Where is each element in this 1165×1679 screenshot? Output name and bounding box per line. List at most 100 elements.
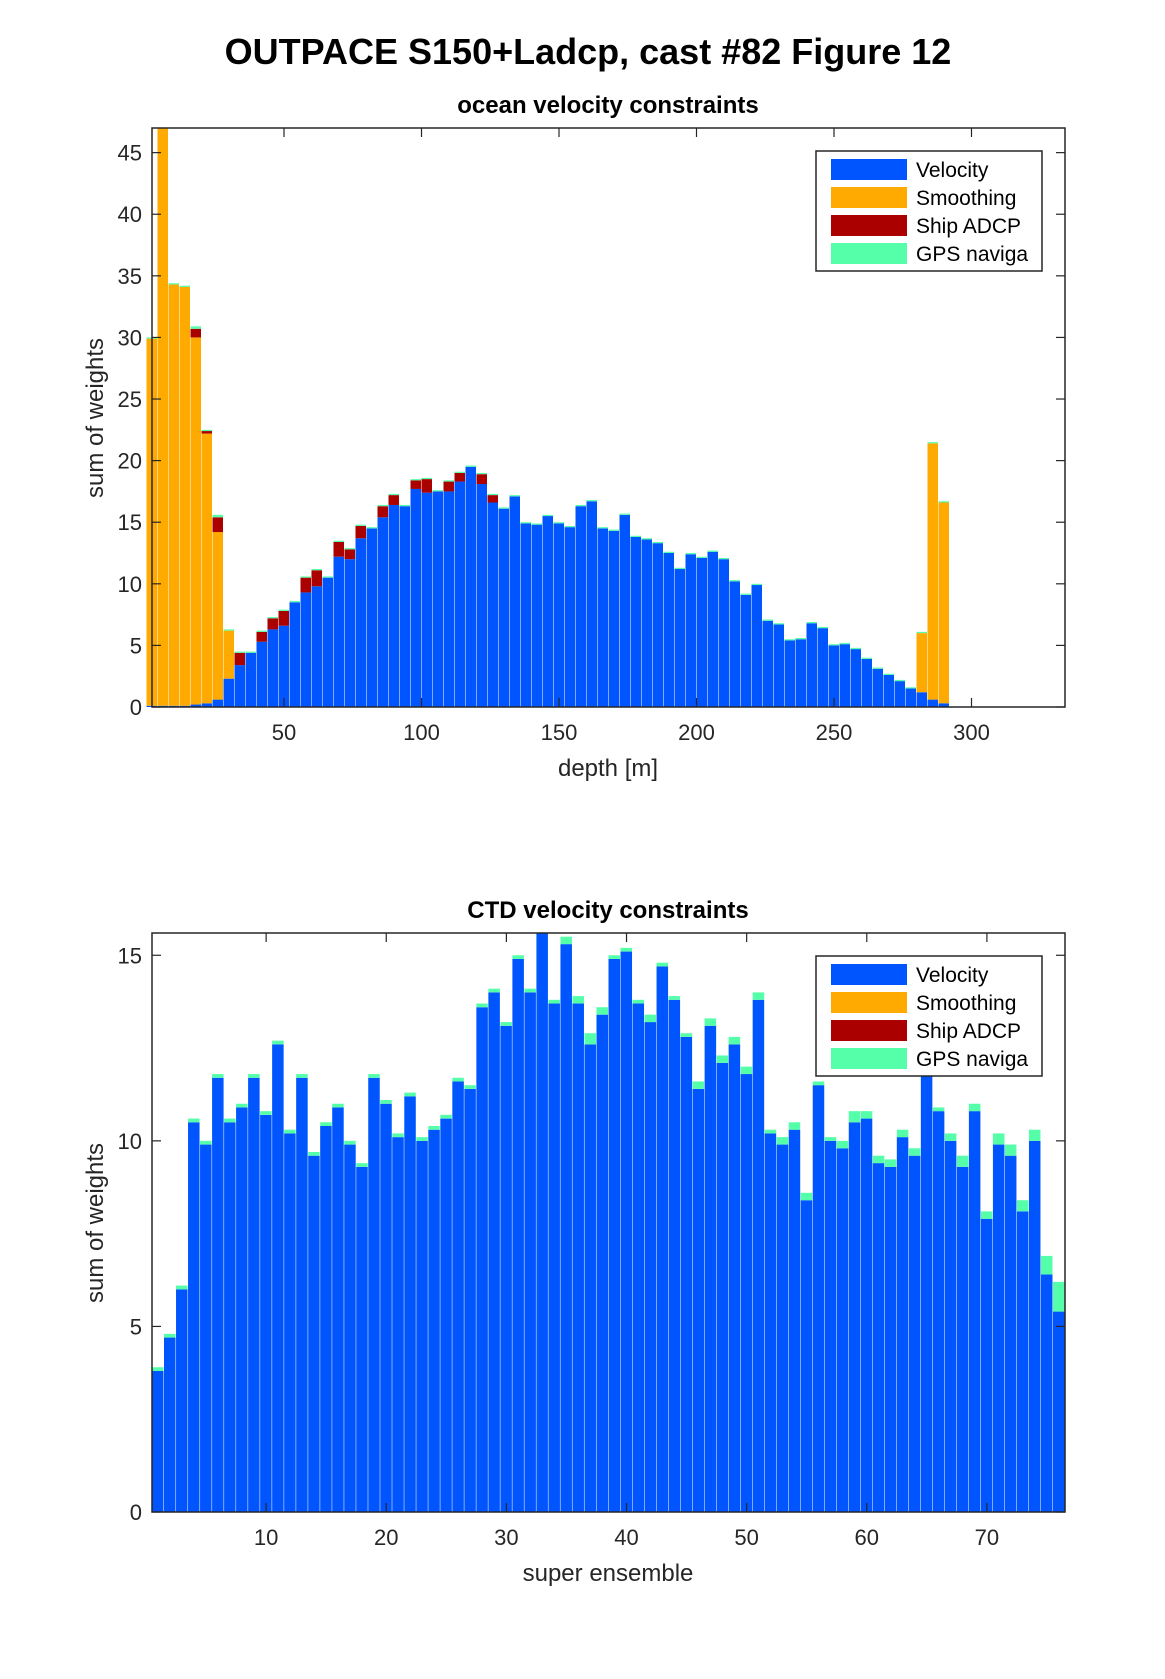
bar-gps-naviga (692, 1081, 705, 1089)
bar-velocity (751, 585, 763, 707)
bar-gps-naviga (656, 962, 669, 967)
bar-velocity (932, 1111, 945, 1512)
bar-ship-adcp (234, 652, 246, 666)
bar-velocity (656, 966, 669, 1512)
bar-velocity (836, 1148, 849, 1512)
bar-gps-naviga (905, 687, 917, 689)
bar-velocity (916, 692, 928, 707)
bar-velocity (773, 624, 785, 707)
bar-gps-naviga (729, 580, 741, 582)
bar-velocity (674, 569, 686, 707)
bar-gps-naviga (584, 1033, 597, 1045)
bar-gps-naviga (488, 988, 501, 993)
bar-velocity (905, 688, 917, 707)
bar-velocity (392, 1137, 405, 1512)
bar-velocity (1016, 1211, 1029, 1512)
legend-label: Smoothing (916, 992, 1016, 1015)
x-tick-label: 200 (678, 720, 715, 745)
bar-gps-naviga (421, 477, 433, 480)
bar-velocity (956, 1166, 969, 1512)
x-tick-label: 10 (254, 1525, 278, 1550)
bar-ship-adcp (476, 474, 488, 485)
bar-velocity (224, 1122, 237, 1512)
bar-gps-naviga (236, 1103, 249, 1108)
bar-velocity (355, 538, 367, 707)
bar-velocity (692, 1088, 705, 1512)
bar-gps-naviga (630, 535, 642, 537)
bar-velocity (498, 508, 510, 707)
bar-gps-naviga (553, 522, 565, 524)
bar-gps-naviga (641, 538, 653, 540)
bar-velocity (476, 484, 488, 707)
bar-gps-naviga (992, 1133, 1005, 1145)
panel-title: ocean velocity constraints (457, 92, 758, 119)
bar-gps-naviga (696, 556, 708, 558)
legend-swatch (831, 964, 907, 985)
bar-gps-naviga (704, 1018, 717, 1026)
legend-swatch (831, 187, 907, 208)
bar-velocity (596, 1014, 609, 1512)
bar-gps-naviga (800, 1192, 813, 1201)
y-tick-label: 5 (130, 1314, 142, 1339)
bar-gps-naviga (344, 548, 356, 550)
bar-gps-naviga (201, 429, 213, 432)
bar-velocity (500, 1025, 513, 1512)
x-axis-label: super ensemble (523, 1560, 694, 1587)
legend-label: Smoothing (916, 187, 1016, 210)
bar-gps-naviga (344, 1140, 357, 1145)
bar-velocity (968, 1111, 981, 1512)
bar-velocity (440, 1118, 453, 1512)
bar-velocity (404, 1096, 417, 1512)
bar-gps-naviga (572, 996, 585, 1004)
bar-velocity (356, 1166, 369, 1512)
bar-gps-naviga (248, 1074, 261, 1078)
bar-velocity (597, 528, 609, 707)
tick-group: 50 100 150 200 250 300 0 5 10 15 20 25 30 35 40 45 (118, 128, 1065, 745)
bar-gps-naviga (356, 1163, 369, 1167)
bar-velocity (289, 602, 301, 707)
y-tick-label: 0 (130, 695, 142, 720)
bar-gps-naviga (784, 639, 796, 641)
bar-gps-naviga (586, 500, 598, 502)
bar-gps-naviga (932, 1107, 945, 1112)
y-tick-label: 45 (118, 141, 142, 166)
bar-velocity (883, 674, 895, 707)
bar-gps-naviga (776, 1137, 789, 1145)
bar-velocity (586, 501, 598, 707)
bar-velocity (531, 524, 543, 707)
bar-gps-naviga (927, 442, 939, 444)
bar-gps-naviga (1016, 1200, 1029, 1212)
bar-velocity (234, 665, 246, 707)
bar-velocity (452, 1081, 465, 1512)
bar-gps-naviga (278, 609, 290, 611)
bar-velocity (784, 640, 796, 707)
bar-gps-naviga (752, 992, 765, 1000)
bar-velocity (260, 1114, 273, 1512)
bar-velocity (908, 1155, 921, 1512)
bar-velocity (704, 1025, 717, 1512)
bar-gps-naviga (476, 472, 488, 475)
bar-velocity (344, 1144, 357, 1512)
bar-gps-naviga (644, 1014, 657, 1023)
y-tick-label: 15 (118, 510, 142, 535)
bar-gps-naviga (380, 1100, 393, 1104)
bar-ship-adcp (201, 431, 213, 434)
bar-velocity (333, 556, 345, 707)
bar-velocity (368, 1077, 381, 1512)
bar-gps-naviga (718, 557, 730, 560)
bar-gps-naviga (751, 583, 763, 586)
bar-gps-naviga (152, 1367, 165, 1371)
y-tick-label: 25 (118, 387, 142, 412)
bar-velocity (366, 528, 378, 707)
x-tick-label: 20 (374, 1525, 398, 1550)
bar-velocity (652, 543, 664, 707)
bar-gps-naviga (333, 540, 345, 542)
bar-gps-naviga (531, 523, 543, 525)
bar-velocity (520, 523, 532, 707)
bar-gps-naviga (608, 529, 620, 531)
bar-smoothing (201, 433, 213, 704)
bar-gps-naviga (260, 1111, 273, 1115)
bar-gps-naviga (392, 1133, 405, 1138)
y-tick-label: 10 (118, 572, 142, 597)
bar-gps-naviga (716, 1055, 729, 1063)
